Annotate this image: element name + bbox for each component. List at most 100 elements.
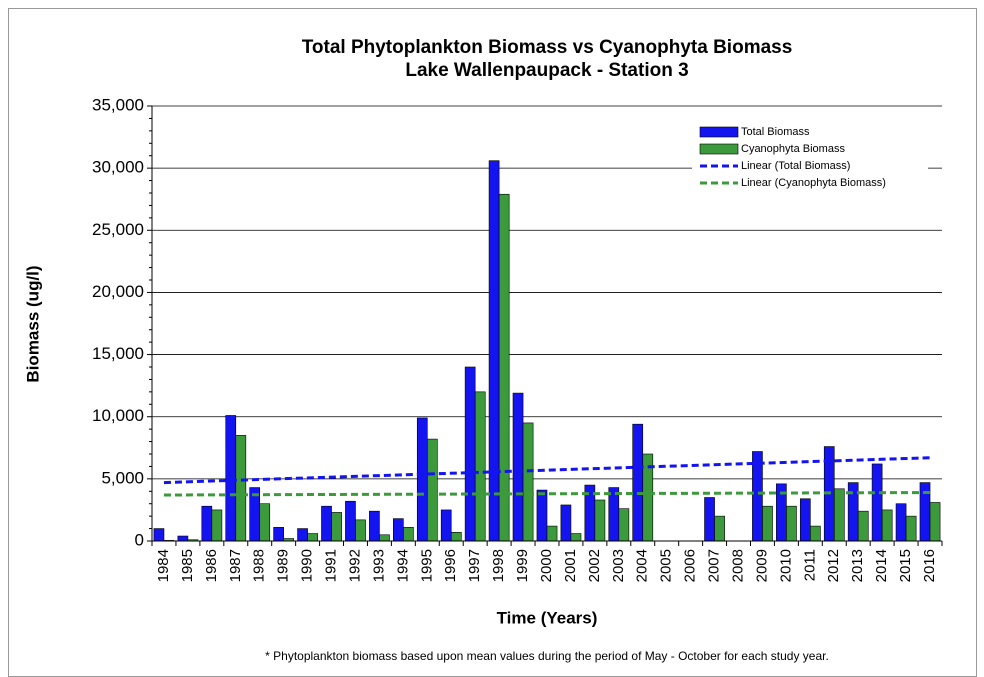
x-tick-label: 2015 <box>897 549 914 582</box>
y-tick-label: 0 <box>135 530 144 549</box>
x-tick-label: 1996 <box>442 549 459 582</box>
x-tick-label: 1993 <box>370 549 387 582</box>
bar <box>321 505 332 542</box>
bar <box>488 160 500 542</box>
bar <box>618 508 630 542</box>
legend-label: Linear (Cyanophyta Biomass) <box>741 177 886 189</box>
bar <box>857 510 869 542</box>
bar <box>871 463 883 542</box>
y-tick-label: 10,000 <box>92 406 144 425</box>
bar <box>273 527 284 542</box>
y-tick-label: 25,000 <box>92 220 144 239</box>
x-tick-label: 1999 <box>514 549 531 582</box>
bar <box>403 527 414 542</box>
bar <box>345 500 356 542</box>
trendline <box>163 491 931 497</box>
bar <box>393 518 404 542</box>
x-tick-label: 2012 <box>825 549 842 582</box>
bar <box>833 488 845 542</box>
x-tick-label: 1991 <box>323 549 340 582</box>
x-tick-label: 2010 <box>777 549 794 582</box>
x-tick-label: 2004 <box>634 549 651 582</box>
y-axis-label: Biomass (ug/l) <box>23 265 42 382</box>
y-tick-label: 30,000 <box>92 158 144 177</box>
legend-swatch <box>699 126 739 138</box>
bar <box>177 535 189 542</box>
bar <box>881 509 893 542</box>
bar <box>632 423 644 542</box>
bar <box>416 417 428 542</box>
bar <box>297 528 308 542</box>
bar <box>905 515 917 542</box>
bar <box>450 531 462 542</box>
bar <box>594 499 606 542</box>
x-tick-label: 1988 <box>251 549 268 582</box>
bar <box>355 519 366 542</box>
bar <box>799 498 811 542</box>
bar <box>259 503 271 542</box>
y-tick-label: 5,000 <box>101 468 144 487</box>
y-tick-label: 35,000 <box>92 95 144 114</box>
x-tick-label: 2014 <box>873 549 890 582</box>
x-tick-label: 1997 <box>466 549 483 582</box>
bar <box>752 451 763 542</box>
bar <box>522 422 534 542</box>
legend-label: Total Biomass <box>741 126 810 138</box>
x-tick-label: 2009 <box>753 549 770 582</box>
x-tick-label: 1986 <box>203 549 220 582</box>
bar <box>560 504 572 542</box>
bar <box>810 525 821 542</box>
x-tick-label: 1995 <box>418 549 435 582</box>
bar <box>464 366 476 542</box>
x-tick-label: 1984 <box>155 549 172 582</box>
x-tick-label: 2007 <box>706 549 723 582</box>
x-tick-label: 1987 <box>227 549 244 582</box>
x-tick-label: 2008 <box>729 549 746 582</box>
bar <box>570 533 582 542</box>
x-tick-label: 2006 <box>682 549 699 582</box>
y-tick-label: 20,000 <box>92 282 144 301</box>
bar <box>895 503 907 542</box>
x-tick-label: 2001 <box>562 549 579 582</box>
bar <box>608 487 620 542</box>
chart-title: Total Phytoplankton Biomass vs Cyanophyt… <box>302 37 793 58</box>
y-tick-label: 15,000 <box>92 344 144 363</box>
x-tick-label: 2000 <box>538 549 555 582</box>
bar <box>512 392 524 542</box>
bar <box>546 525 558 542</box>
legend-label: Linear (Total Biomass) <box>741 160 850 172</box>
x-tick-label: 1985 <box>179 549 196 582</box>
bar <box>440 509 452 542</box>
x-tick-label: 1998 <box>490 549 507 582</box>
bar <box>498 193 510 542</box>
bar <box>762 505 773 542</box>
x-tick-label: 1989 <box>275 549 292 582</box>
x-tick-label: 2016 <box>921 549 938 582</box>
x-tick-label: 1990 <box>299 549 316 582</box>
bar <box>211 509 223 542</box>
bar <box>201 505 213 542</box>
bar <box>235 435 247 542</box>
x-tick-label: 2013 <box>849 549 866 582</box>
x-axis-label: Time (Years) <box>497 608 598 627</box>
bar <box>704 497 715 542</box>
bar <box>369 510 380 542</box>
bar <box>153 528 165 542</box>
bar <box>474 391 486 542</box>
bar <box>307 533 318 542</box>
x-tick-label: 1994 <box>394 549 411 582</box>
x-tick-label: 2005 <box>658 549 675 582</box>
legend-swatch <box>699 143 739 155</box>
bar <box>427 438 438 542</box>
legend-label: Cyanophyta Biomass <box>741 143 845 155</box>
bar <box>929 502 941 542</box>
trendline <box>163 456 931 485</box>
chart-subtitle: Lake Wallenpaupack - Station 3 <box>405 60 688 81</box>
bar <box>536 489 548 542</box>
x-tick-label: 2011 <box>801 549 818 581</box>
x-tick-label: 2002 <box>586 549 603 582</box>
x-tick-label: 2003 <box>610 549 627 582</box>
bar <box>379 534 390 542</box>
bar <box>786 505 797 542</box>
